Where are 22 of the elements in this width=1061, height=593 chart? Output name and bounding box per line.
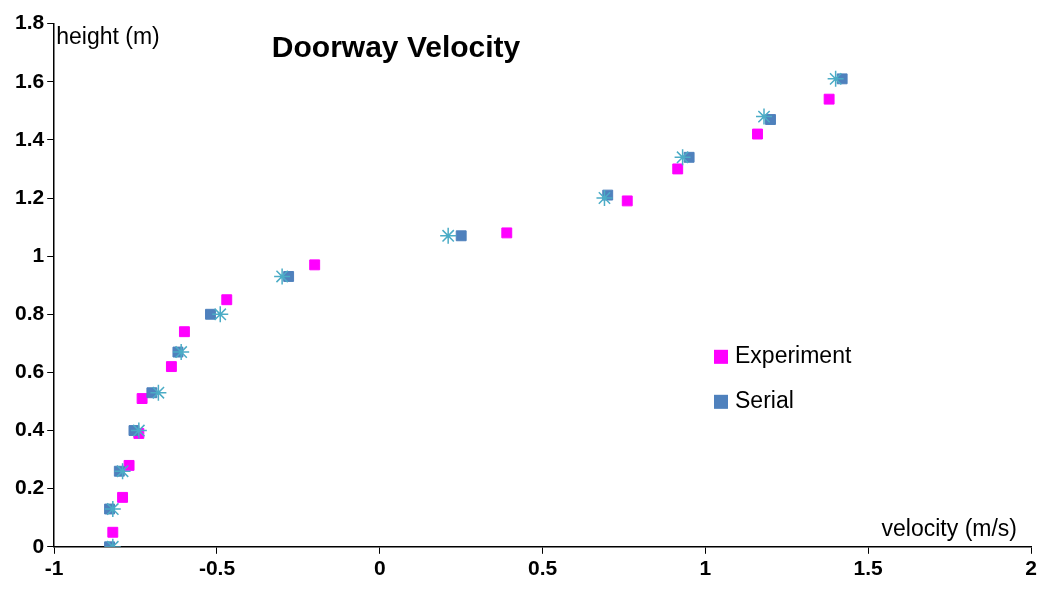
y-tick-label: 0.2 — [14, 475, 45, 499]
y-axis-title: height (m) — [56, 23, 160, 50]
y-tick-label: 1.6 — [14, 68, 45, 92]
x-tick-label: 0.5 — [527, 556, 558, 580]
chart-title: Doorway Velocity — [271, 29, 521, 63]
y-tick-label: 1.2 — [14, 184, 45, 208]
y-tick-label: 0 — [32, 533, 45, 557]
x-tick-label: -1 — [44, 556, 64, 580]
y-tick-label: 0.8 — [14, 301, 45, 325]
x-axis-title: velocity (m/s) — [881, 514, 1017, 541]
x-tick-label: 1 — [699, 556, 712, 580]
y-tick-label: 1.8 — [14, 10, 45, 34]
y-tick-label: 0.6 — [14, 359, 45, 383]
y-tick-label: 0.4 — [14, 417, 45, 441]
y-tick-label: 1.4 — [14, 126, 45, 150]
x-tick-label: -0.5 — [198, 556, 236, 580]
x-tick-label: 1.5 — [853, 556, 884, 580]
x-tick-label: 2 — [1025, 556, 1037, 580]
legend-label: Serial — [735, 387, 794, 414]
x-tick-label: 0 — [373, 556, 386, 580]
y-tick-label: 1 — [32, 242, 45, 266]
legend-label: Experiment — [735, 342, 852, 369]
